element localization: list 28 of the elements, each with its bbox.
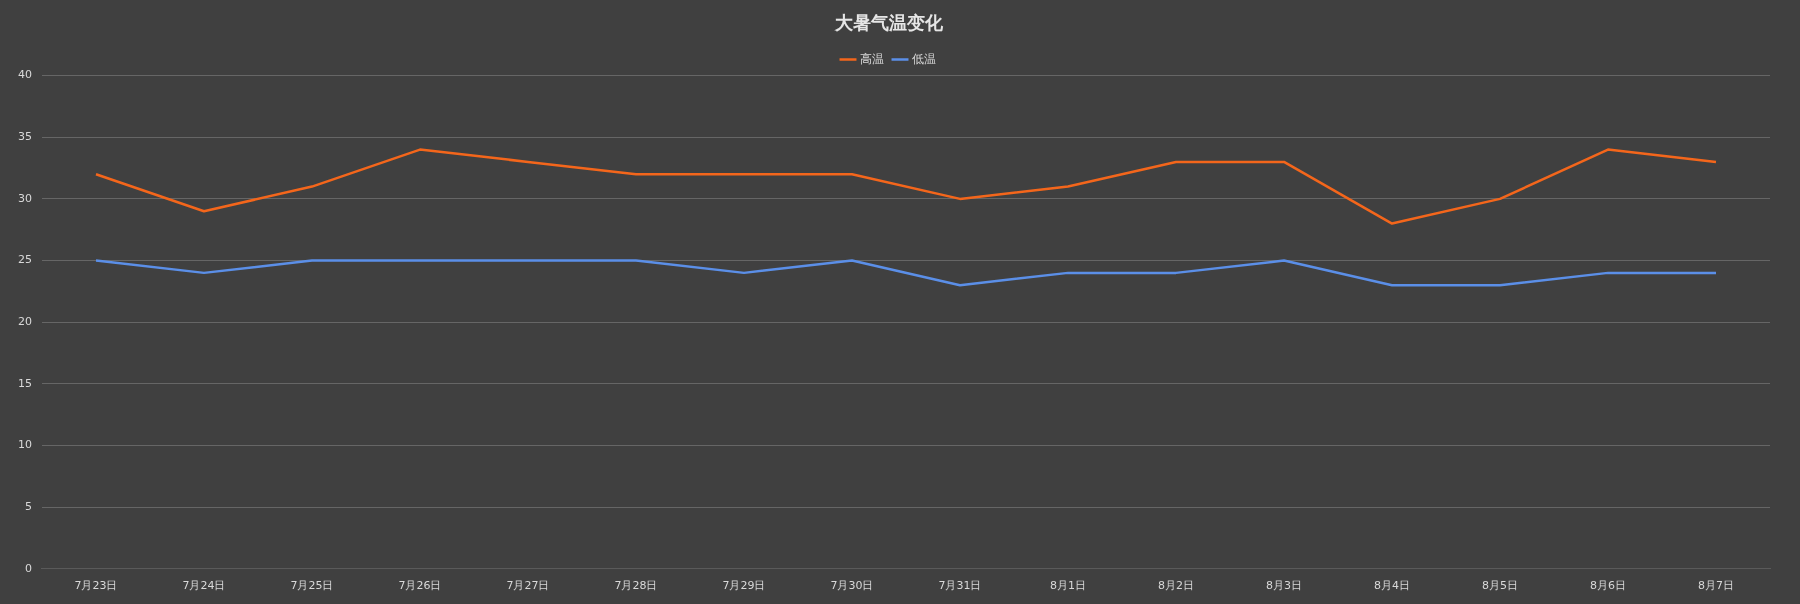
y-tick-label: 15	[18, 376, 32, 390]
x-tick-label: 7月26日	[398, 579, 442, 593]
y-tick-label: 35	[18, 130, 32, 144]
y-tick-label: 0	[25, 561, 32, 575]
x-tick-label: 7月29日	[722, 579, 766, 593]
x-tick-label: 8月5日	[1482, 579, 1518, 593]
x-tick-label: 7月23日	[74, 579, 118, 593]
x-tick-label: 7月31日	[938, 579, 982, 593]
x-tick-label: 8月1日	[1050, 579, 1086, 593]
x-tick-label: 8月3日	[1266, 579, 1302, 593]
y-tick-label: 25	[18, 253, 32, 267]
y-tick-label: 10	[18, 438, 32, 452]
x-tick-label: 7月25日	[290, 579, 334, 593]
x-tick-label: 7月27日	[506, 579, 550, 593]
legend-label: 低温	[912, 51, 936, 66]
y-tick-label: 20	[18, 315, 32, 329]
x-tick-label: 7月28日	[614, 579, 658, 593]
x-tick-label: 8月7日	[1698, 579, 1734, 593]
x-tick-label: 8月6日	[1590, 579, 1626, 593]
x-tick-label: 7月30日	[830, 579, 874, 593]
y-tick-label: 40	[18, 68, 32, 82]
y-tick-label: 30	[18, 191, 32, 205]
x-tick-label: 8月4日	[1374, 579, 1410, 593]
y-tick-label: 5	[25, 500, 32, 514]
x-tick-label: 7月24日	[182, 579, 226, 593]
chart-title: 大暑气温变化	[834, 12, 944, 34]
legend-label: 高温	[860, 51, 884, 66]
x-tick-label: 8月2日	[1158, 579, 1194, 593]
